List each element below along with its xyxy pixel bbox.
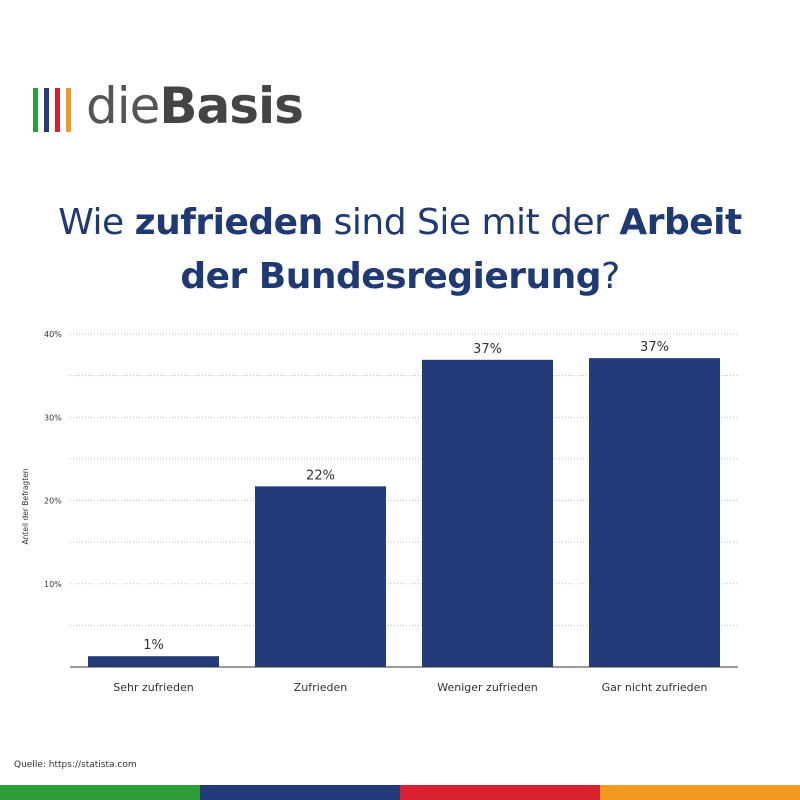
bottom-color-bar <box>0 785 800 800</box>
title-part-2: sind Sie mit der <box>322 202 620 243</box>
title-bold-2: Arbeit <box>619 202 742 243</box>
data-label: 1% <box>143 638 164 653</box>
chart-svg: 10% 20% 30% 40% Anteil der Befragten 1% Sehr z… <box>21 330 738 694</box>
logo-stripe-blue <box>44 88 49 132</box>
chart-title: Wie zufrieden sind Sie mit der Arbeit der… <box>0 196 800 304</box>
logo-stripe-green <box>33 88 38 132</box>
data-label: 37% <box>473 342 502 357</box>
y-tick-label: 20% <box>44 497 62 506</box>
logo-stripe-orange <box>66 88 71 132</box>
data-label: 22% <box>306 468 335 483</box>
bottom-bar-orange <box>600 785 800 800</box>
x-tick-label: Zufrieden <box>294 681 347 694</box>
bottom-bar-red <box>400 785 600 800</box>
data-label: 37% <box>640 340 669 355</box>
logo-text-light: die <box>86 77 160 135</box>
bar-2 <box>255 486 386 667</box>
bottom-bar-blue <box>200 785 400 800</box>
bar-chart: 10% 20% 30% 40% Anteil der Befragten 1% Sehr z… <box>0 320 800 700</box>
title-part-3: ? <box>601 256 620 297</box>
y-axis-label: Anteil der Befragten <box>21 468 30 544</box>
source-note: Quelle: https://statista.com <box>14 760 137 770</box>
x-tick-label: Sehr zufrieden <box>113 681 193 694</box>
title-part-1: Wie <box>58 202 135 243</box>
logo-text-bold: Basis <box>159 77 304 135</box>
y-tick-label: 30% <box>44 413 62 422</box>
title-bold-1: zufrieden <box>134 202 324 243</box>
y-tick-label: 10% <box>44 580 62 589</box>
title-bold-3: der Bundesregierung <box>180 256 602 297</box>
bar-3 <box>422 359 553 667</box>
x-tick-label: Gar nicht zufrieden <box>602 681 708 694</box>
y-tick-label: 40% <box>44 330 62 339</box>
bar-4 <box>589 358 720 667</box>
bar-1 <box>88 656 219 667</box>
bottom-bar-green <box>0 785 200 800</box>
x-tick-label: Weniger zufrieden <box>437 681 538 694</box>
logo-stripe-red <box>55 88 60 132</box>
logo-text: dieBasis <box>86 77 304 135</box>
